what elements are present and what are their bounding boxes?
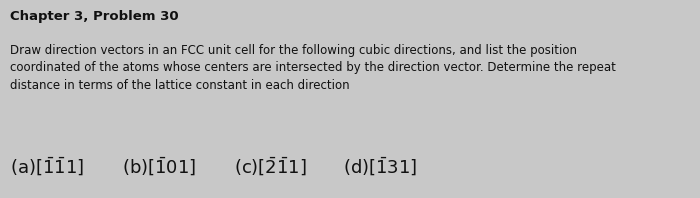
Text: Chapter 3, Problem 30: Chapter 3, Problem 30 <box>10 10 178 23</box>
Text: (c)$[\bar{2}\bar{1}1]$: (c)$[\bar{2}\bar{1}1]$ <box>234 156 307 178</box>
Text: (a)$[\bar{1}\bar{1}1]$: (a)$[\bar{1}\bar{1}1]$ <box>10 156 84 178</box>
Text: (b)$[\bar{1}01]$: (b)$[\bar{1}01]$ <box>122 156 197 178</box>
Text: (d)$[\bar{1}31]$: (d)$[\bar{1}31]$ <box>343 156 417 178</box>
Text: Draw direction vectors in an FCC unit cell for the following cubic directions, a: Draw direction vectors in an FCC unit ce… <box>10 44 616 91</box>
